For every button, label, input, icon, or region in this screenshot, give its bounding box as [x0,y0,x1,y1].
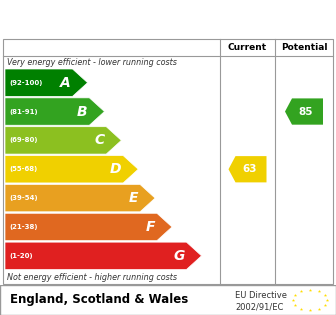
Text: EU Directive: EU Directive [235,291,287,300]
Text: (92-100): (92-100) [9,80,42,86]
Text: C: C [94,133,104,147]
Text: Current: Current [228,43,267,51]
Polygon shape [5,98,104,125]
Text: 63: 63 [242,164,257,174]
Text: (1-20): (1-20) [9,253,33,259]
Text: Not energy efficient - higher running costs: Not energy efficient - higher running co… [7,273,177,283]
Polygon shape [5,156,138,183]
Text: A: A [60,76,71,90]
Text: E: E [129,191,138,205]
Polygon shape [5,213,172,241]
Text: B: B [77,105,87,118]
Text: 85: 85 [299,106,313,117]
Polygon shape [228,156,266,182]
Text: (39-54): (39-54) [9,195,38,201]
Polygon shape [285,98,323,125]
Text: Energy Efficiency Rating: Energy Efficiency Rating [10,12,220,26]
Polygon shape [5,69,88,96]
Polygon shape [5,242,202,270]
Text: 2002/91/EC: 2002/91/EC [235,302,284,311]
Text: (69-80): (69-80) [9,137,38,143]
Text: England, Scotland & Wales: England, Scotland & Wales [10,294,188,306]
Text: (21-38): (21-38) [9,224,38,230]
Text: D: D [110,162,121,176]
Text: F: F [145,220,155,234]
Polygon shape [5,127,121,154]
Text: (55-68): (55-68) [9,166,37,172]
Polygon shape [5,184,155,212]
Text: (81-91): (81-91) [9,109,38,115]
Text: Very energy efficient - lower running costs: Very energy efficient - lower running co… [7,58,177,67]
Text: Potential: Potential [281,43,327,51]
Text: G: G [173,249,184,263]
